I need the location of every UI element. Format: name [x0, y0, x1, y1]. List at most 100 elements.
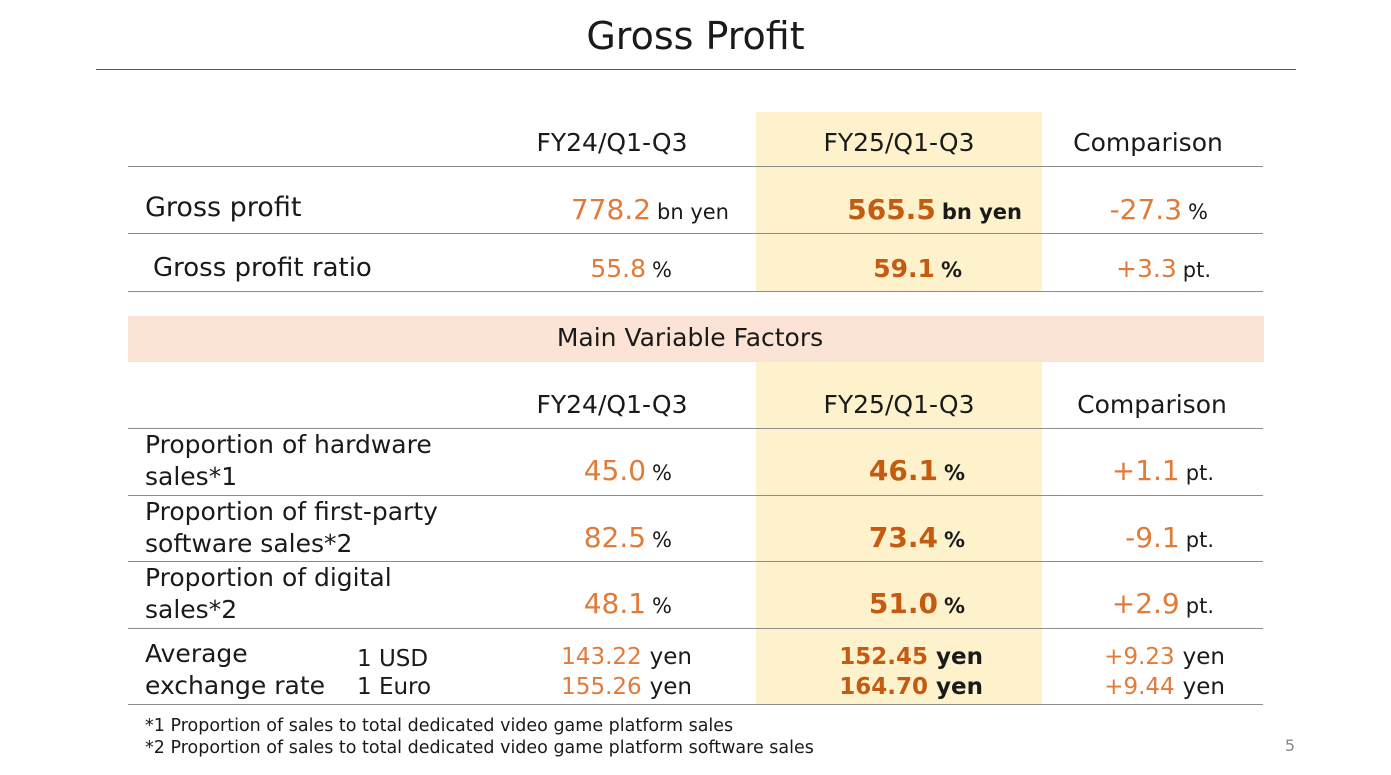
- factors-heading-band: [128, 316, 1264, 362]
- value: +9.23: [1104, 644, 1175, 670]
- currency-euro: 1 Euro: [357, 674, 432, 700]
- unit: pt.: [1185, 461, 1214, 485]
- gross-profit-curr: 565.5 bn yen: [847, 193, 1022, 226]
- value: -27.3: [1109, 193, 1183, 226]
- gross-profit-prev: 778.2 bn yen: [571, 193, 729, 226]
- value: +1.1: [1111, 454, 1180, 487]
- unit: yen: [649, 674, 692, 700]
- value: +3.3: [1116, 254, 1177, 283]
- hardware-curr: 46.1%: [869, 454, 965, 487]
- exchange-curr: 152.45 yen 164.70 yen: [839, 643, 983, 703]
- unit: yen: [1182, 674, 1225, 700]
- header-comparison: Comparison: [1073, 128, 1223, 157]
- table-rule: [128, 428, 1263, 429]
- currency-labels: 1 USD 1 Euro: [357, 645, 431, 701]
- unit: yen: [649, 644, 692, 670]
- digital-comp: +2.9 pt.: [1112, 587, 1214, 620]
- row-label-gross-profit-ratio: Gross profit ratio: [153, 253, 372, 283]
- factors-heading: Main Variable Factors: [556, 323, 824, 352]
- unit: %: [943, 528, 965, 552]
- label-line: Proportion of first-party: [145, 497, 438, 526]
- value: 164.70: [839, 674, 929, 700]
- value: +9.44: [1104, 674, 1175, 700]
- row-label-digital: Proportion of digital sales*2: [145, 562, 392, 626]
- digital-prev: 48.1%: [584, 587, 672, 620]
- exchange-comp: +9.23 yen +9.44 yen: [1104, 643, 1225, 703]
- unit: bn yen: [657, 200, 729, 224]
- first-party-prev: 82.5%: [584, 521, 672, 554]
- unit: yen: [1182, 644, 1225, 670]
- hardware-comp: +1.1 pt.: [1112, 454, 1214, 487]
- page-number: 5: [1284, 736, 1295, 755]
- value: 152.45: [839, 644, 929, 670]
- value: 55.8: [590, 254, 647, 283]
- title-divider: [96, 69, 1296, 70]
- unit: %: [943, 594, 965, 618]
- gross-profit-comp: -27.3%: [1110, 193, 1208, 226]
- unit: %: [940, 258, 962, 282]
- value: 51.0: [868, 587, 938, 620]
- unit: %: [943, 461, 965, 485]
- unit: pt.: [1185, 528, 1214, 552]
- value: +2.9: [1111, 587, 1180, 620]
- gross-profit-ratio-prev: 55.8%: [590, 254, 672, 283]
- unit: yen: [936, 644, 983, 670]
- label-line: Proportion of digital: [145, 563, 392, 592]
- gross-profit-ratio-curr: 59.1%: [873, 254, 962, 283]
- value: -9.1: [1125, 521, 1180, 554]
- unit: %: [1188, 200, 1208, 224]
- page-title: Gross Profit: [586, 14, 805, 58]
- currency-usd: 1 USD: [357, 646, 429, 672]
- gross-profit-ratio-comp: +3.3 pt.: [1116, 254, 1211, 283]
- label-line: software sales*2: [145, 529, 353, 558]
- table-rule: [128, 704, 1263, 705]
- row-label-first-party: Proportion of first-party software sales…: [145, 496, 438, 560]
- unit: yen: [936, 674, 983, 700]
- label-line: exchange rate: [145, 671, 326, 700]
- hardware-prev: 45.0%: [584, 454, 672, 487]
- table-rule: [128, 495, 1263, 496]
- row-label-exchange-rate: Average exchange rate: [145, 638, 325, 702]
- row-label-hardware: Proportion of hardware sales*1: [145, 429, 432, 493]
- table-rule: [128, 291, 1263, 292]
- header-prev-year: FY24/Q1-Q3: [536, 390, 688, 419]
- unit: bn yen: [941, 200, 1022, 224]
- footnote-2: *2 Proportion of sales to total dedicate…: [145, 738, 814, 758]
- digital-curr: 51.0%: [869, 587, 965, 620]
- unit: pt.: [1185, 594, 1214, 618]
- value: 59.1: [873, 254, 935, 283]
- header-curr-year: FY25/Q1-Q3: [823, 390, 975, 419]
- label-line: Proportion of hardware: [145, 430, 432, 459]
- value: 778.2: [570, 193, 652, 226]
- label-line: sales*1: [145, 462, 238, 491]
- value: 46.1: [868, 454, 938, 487]
- table-rule: [128, 628, 1263, 629]
- unit: %: [652, 258, 672, 282]
- row-label-gross-profit: Gross profit: [145, 192, 302, 223]
- table-rule: [128, 561, 1263, 562]
- value: 73.4: [868, 521, 938, 554]
- unit: pt.: [1182, 258, 1211, 282]
- unit: %: [652, 594, 672, 618]
- label-line: Average: [145, 639, 248, 668]
- value: 82.5: [583, 521, 647, 554]
- first-party-comp: -9.1 pt.: [1125, 521, 1214, 554]
- value: 45.0: [583, 454, 647, 487]
- value: 48.1: [583, 587, 647, 620]
- header-comparison: Comparison: [1077, 390, 1227, 419]
- value: 565.5: [847, 193, 936, 226]
- unit: %: [652, 461, 672, 485]
- current-year-highlight-bottom: [756, 362, 1042, 704]
- header-prev-year: FY24/Q1-Q3: [536, 128, 688, 157]
- unit: %: [652, 528, 672, 552]
- table-rule: [128, 166, 1263, 167]
- exchange-prev: 143.22 yen 155.26 yen: [561, 643, 692, 703]
- label-line: sales*2: [145, 595, 238, 624]
- footnote-1: *1 Proportion of sales to total dedicate…: [145, 716, 734, 736]
- header-curr-year: FY25/Q1-Q3: [823, 128, 975, 157]
- value: 143.22: [561, 644, 642, 670]
- first-party-curr: 73.4%: [869, 521, 965, 554]
- table-rule: [128, 233, 1263, 234]
- current-year-highlight-top: [756, 112, 1042, 292]
- value: 155.26: [561, 674, 642, 700]
